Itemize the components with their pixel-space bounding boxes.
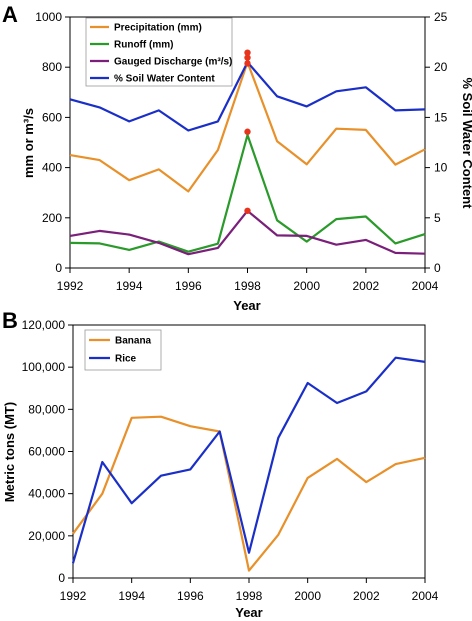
series-line-runoff-mm xyxy=(69,133,426,253)
y2-tick-label: 15 xyxy=(434,110,448,124)
x-tick-label: 2000 xyxy=(294,589,321,603)
panel-a-y2-axis-title: % Soil Water Content xyxy=(460,78,472,210)
y2-tick-label: 20 xyxy=(434,60,448,74)
panel-a: A 1992 1994 1996 1998 2000 2002 2004 020040060… xyxy=(2,2,472,313)
panel-a-x-ticks: 1992 1994 1996 1998 2000 2002 2004 xyxy=(57,268,439,293)
legend-label-rice: Rice xyxy=(115,354,137,365)
panel-b-legend-box xyxy=(84,329,162,371)
x-tick-label: 1994 xyxy=(116,279,143,293)
y-tick-label: 0 xyxy=(55,261,62,275)
panel-b-y-ticks: 0 20,000 40,000 60,000 80,000 100,000 120,000 xyxy=(22,318,73,585)
legend-label-gauged-discharge-m-s: Gauged Discharge (m³/s) xyxy=(114,57,232,68)
y-tick-label: 800 xyxy=(42,60,62,74)
panel-a-x-axis-title: Year xyxy=(233,298,260,313)
x-tick-label: 2002 xyxy=(352,279,379,293)
panel-b-letter: B xyxy=(2,308,18,333)
y-tick-label: 1000 xyxy=(35,10,62,24)
x-tick-label: 1998 xyxy=(236,589,263,603)
y2-tick-label: 5 xyxy=(434,211,441,225)
legend-label-runoff-mm: Runoff (mm) xyxy=(114,40,173,51)
x-tick-label: 1994 xyxy=(118,589,145,603)
legend-label-banana: Banana xyxy=(115,336,152,347)
y-tick-label: 40,000 xyxy=(28,487,65,501)
panel-a-series xyxy=(69,61,426,256)
panel-a-legend: Precipitation (mm) Runoff (mm) Gauged Disc… xyxy=(85,17,233,87)
legend-label-soil-water-content: % Soil Water Content xyxy=(114,74,215,85)
y-tick-label: 400 xyxy=(42,161,62,175)
y-tick-label: 60,000 xyxy=(28,445,65,459)
x-tick-label: 2004 xyxy=(412,279,439,293)
y-tick-label: 200 xyxy=(42,211,62,225)
panel-a-legend-box xyxy=(85,17,233,87)
y2-tick-label: 25 xyxy=(434,10,448,24)
x-tick-label: 1996 xyxy=(177,589,204,603)
panel-a-y2-ticks: 0 5 10 15 20 25 xyxy=(425,10,448,275)
x-tick-label: 2002 xyxy=(353,589,380,603)
panel-a-y-ticks: 0 200 400 600 800 1000 xyxy=(35,10,70,275)
y-tick-label: 80,000 xyxy=(28,402,65,416)
panel-b-series xyxy=(71,356,426,572)
x-tick-label: 2000 xyxy=(293,279,320,293)
legend-label-precipitation-mm: Precipitation (mm) xyxy=(114,23,202,34)
highlight-point-2 xyxy=(244,60,251,67)
x-tick-label: 1992 xyxy=(60,589,87,603)
y2-tick-label: 10 xyxy=(434,161,448,175)
panel-b-x-axis-title: Year xyxy=(235,605,262,620)
highlight-point-1 xyxy=(244,54,251,61)
panel-b-legend: Banana Rice xyxy=(84,329,162,371)
panel-b-y-axis-title: Metric tons (MT) xyxy=(2,402,17,502)
x-tick-label: 1992 xyxy=(57,279,84,293)
highlight-point-4 xyxy=(244,207,251,214)
x-tick-label: 1996 xyxy=(175,279,202,293)
y2-tick-label: 0 xyxy=(434,261,441,275)
highlight-point-3 xyxy=(244,128,251,135)
y-tick-label: 0 xyxy=(58,571,65,585)
panel-a-letter: A xyxy=(2,2,18,27)
panel-b: B 1992 1994 1996 1998 2000 2002 2004 0 20,000 40… xyxy=(2,308,439,620)
panel-b-x-ticks: 1992 1994 1996 1998 2000 2002 2004 xyxy=(60,578,439,603)
panel-a-y-axis-title: mm or m³/s xyxy=(21,108,36,178)
y-tick-label: 600 xyxy=(42,110,62,124)
panel-a-highlight-markers xyxy=(244,49,251,214)
x-tick-label: 1998 xyxy=(234,279,261,293)
series-line-rice xyxy=(71,356,426,564)
y-tick-label: 20,000 xyxy=(28,529,65,543)
highlight-point-0 xyxy=(244,49,251,56)
y-tick-label: 120,000 xyxy=(22,318,66,332)
x-tick-label: 2004 xyxy=(412,589,439,603)
y-tick-label: 100,000 xyxy=(22,360,66,374)
series-line-banana xyxy=(72,415,426,572)
